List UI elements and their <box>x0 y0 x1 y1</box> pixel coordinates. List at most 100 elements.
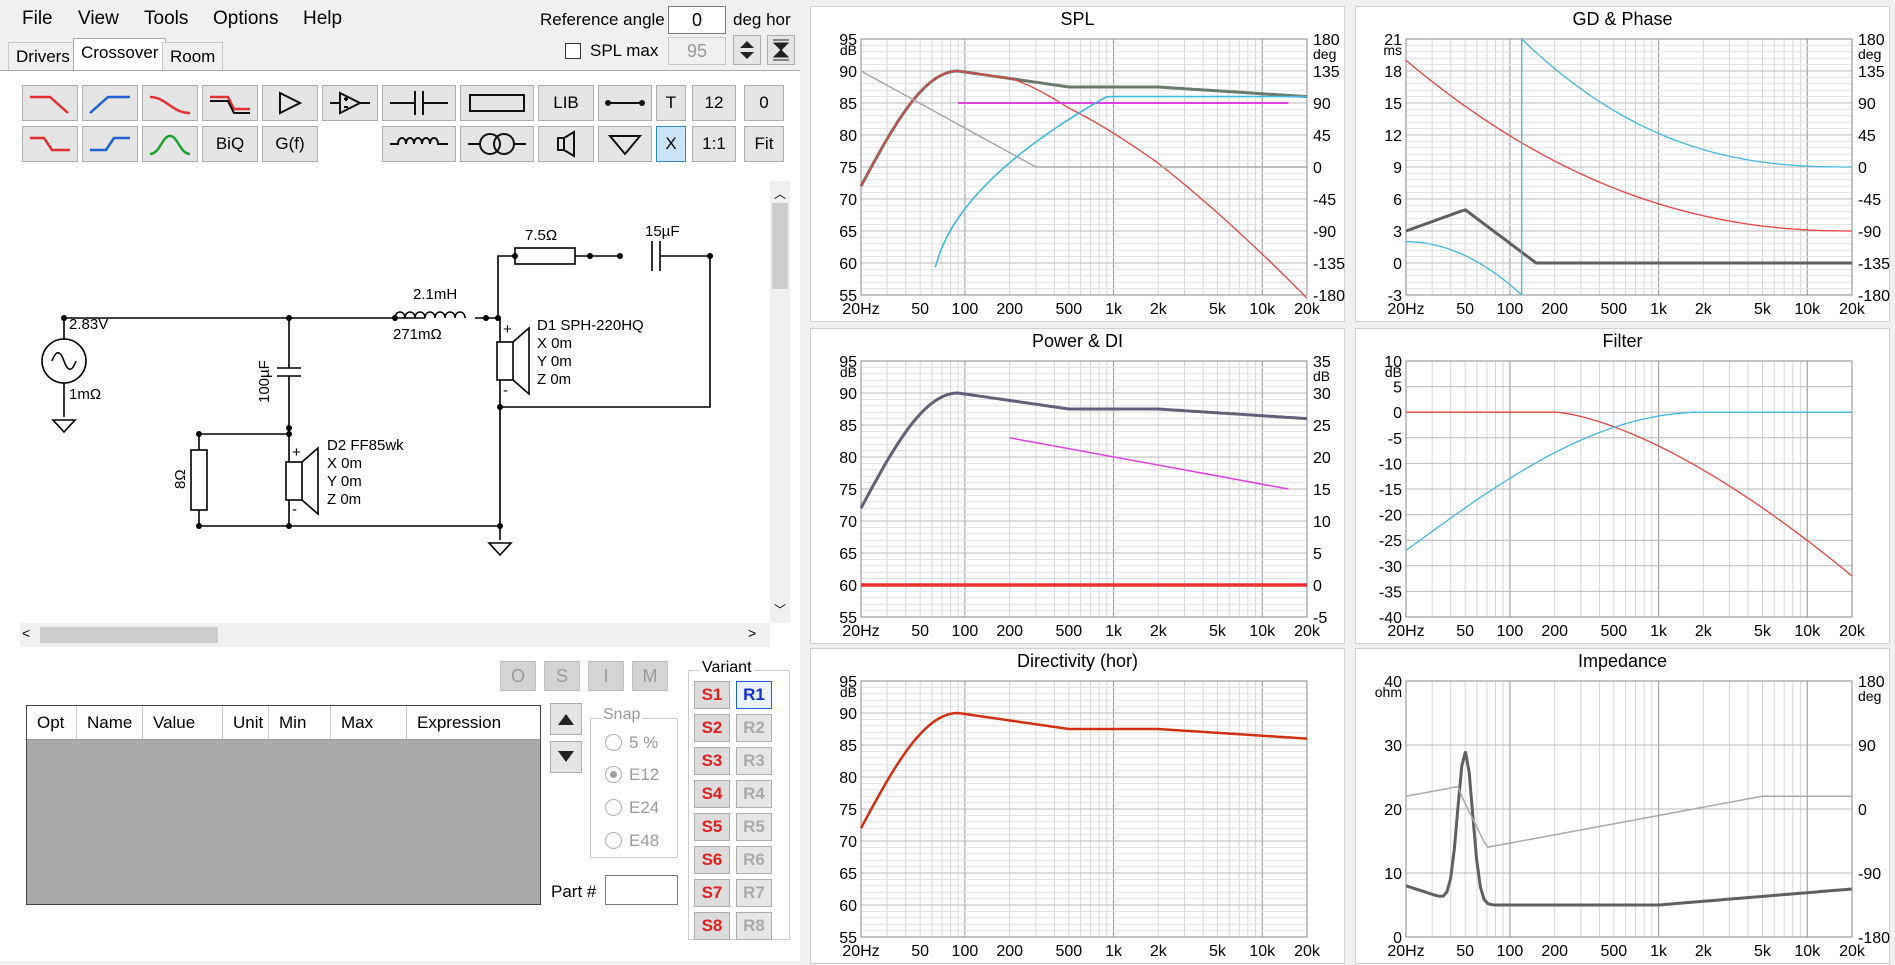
y2-tick-label: 15 <box>1313 482 1331 499</box>
tab-crossover[interactable]: Crossover <box>73 38 167 70</box>
tab-room[interactable]: Room <box>162 42 224 70</box>
col-max[interactable]: Max <box>331 706 407 739</box>
variant-r3-button[interactable]: R3 <box>736 747 772 775</box>
bandpass-green-button[interactable] <box>142 126 198 162</box>
graph-panel-gd[interactable]: GD & Phase 21 18 15 12 9 6 3 0 -3 ms 180 135 90 45 0 -45… <box>1355 6 1890 322</box>
scroll-down-icon[interactable]: ﹀ <box>774 603 787 617</box>
graph-panel-spl[interactable]: SPL 95 90 85 80 75 70 65 60 55 dB 180 135 90 45 0 -45 -90… <box>810 6 1345 322</box>
highpass-blue-2-button[interactable] <box>82 126 138 162</box>
lowpass-curve-red-button[interactable] <box>142 85 198 121</box>
ground-button[interactable] <box>598 126 652 162</box>
parameter-table[interactable]: Opt Name Value Unit Min Max Expression <box>26 705 541 905</box>
tab-drivers[interactable]: Drivers <box>8 42 78 70</box>
snap-e12-radio[interactable]: E12 <box>605 765 659 785</box>
col-name[interactable]: Name <box>77 706 143 739</box>
rotation-field[interactable]: 0 <box>744 85 784 121</box>
y2-tick-label: 135 <box>1858 64 1885 81</box>
graph-panel-power[interactable]: Power & DI 95 90 85 80 75 70 65 60 55 dB 35 30 25 20 15… <box>810 328 1345 644</box>
collapse-button[interactable] <box>767 35 795 65</box>
variant-r4-button[interactable]: R4 <box>736 780 772 808</box>
zoom-1-1-button[interactable]: 1:1 <box>692 126 736 162</box>
x-tick-label: 500 <box>1055 301 1082 318</box>
transformer-button[interactable] <box>460 126 534 162</box>
variant-s6-button[interactable]: S6 <box>694 846 730 874</box>
variant-s4-button[interactable]: S4 <box>694 780 730 808</box>
reference-angle-input[interactable]: 0 <box>668 6 726 34</box>
delete-button[interactable]: X <box>656 126 686 162</box>
col-expression[interactable]: Expression <box>417 713 502 732</box>
graph-panel-imp[interactable]: Impedance 40 30 20 10 0 ohm 180 90 0 -90 -180 deg 20H… <box>1355 648 1890 964</box>
x-tick-label: 1k <box>1650 623 1668 640</box>
col-value[interactable]: Value <box>143 706 223 739</box>
variant-r2-button[interactable]: R2 <box>736 714 772 742</box>
highpass-blue-button[interactable] <box>82 85 138 121</box>
move-up-button[interactable] <box>550 703 582 735</box>
menu-view[interactable]: View <box>78 8 119 29</box>
grid-size-field[interactable]: 12 <box>692 85 736 121</box>
schematic-vertical-scrollbar[interactable]: ︿ ﹀ <box>770 181 790 623</box>
variant-s8-button[interactable]: S8 <box>694 912 730 940</box>
graph-panel-dir[interactable]: Directivity (hor) 95 90 85 80 75 70 65 60 55 dB 20H… <box>810 648 1345 964</box>
variant-r7-button[interactable]: R7 <box>736 879 772 907</box>
lib-button[interactable]: LIB <box>538 85 594 121</box>
opt-s-button[interactable]: S <box>544 661 580 691</box>
spl-max-checkbox[interactable] <box>565 43 581 59</box>
col-min[interactable]: Min <box>269 706 331 739</box>
y-tick-label: 90 <box>839 706 857 723</box>
scroll-left-icon[interactable]: < <box>22 625 31 641</box>
x-tick-label: 200 <box>1541 943 1568 960</box>
menu-tools[interactable]: Tools <box>144 8 189 29</box>
y2-tick-label: 25 <box>1313 418 1331 435</box>
transfer-function-button[interactable]: G(f) <box>262 126 318 162</box>
text-button[interactable]: T <box>656 85 686 121</box>
menu-options[interactable]: Options <box>213 8 279 29</box>
snap-e24-radio[interactable]: E24 <box>605 798 659 818</box>
spl-max-input[interactable]: 95 <box>668 37 726 65</box>
shelf-button[interactable] <box>202 85 258 121</box>
lowpass-red-2-button[interactable] <box>22 126 78 162</box>
diff-amplifier-button[interactable] <box>322 85 378 121</box>
snap-5pct-radio[interactable]: 5 % <box>605 733 658 753</box>
variant-r8-button[interactable]: R8 <box>736 912 772 940</box>
lowpass-red-button[interactable] <box>22 85 78 121</box>
horizontal-scroll-thumb[interactable] <box>40 627 218 643</box>
resistor-button[interactable] <box>460 85 534 121</box>
capacitor-button[interactable] <box>382 85 456 121</box>
part-number-input[interactable] <box>605 875 678 905</box>
inductor-button[interactable] <box>382 126 456 162</box>
variant-s1-button[interactable]: S1 <box>694 681 730 709</box>
wire-button[interactable] <box>598 85 652 121</box>
col-opt[interactable]: Opt <box>27 706 77 739</box>
variant-r5-button[interactable]: R5 <box>736 813 772 841</box>
variant-s2-button[interactable]: S2 <box>694 714 730 742</box>
y2-tick-label: -180 <box>1858 930 1890 947</box>
opt-o-button[interactable]: O <box>500 661 536 691</box>
driver-button[interactable] <box>538 126 594 162</box>
graph-plot-power: 959085807570656055dB35302520151050-5dB20… <box>839 354 1331 640</box>
variant-s7-button[interactable]: S7 <box>694 879 730 907</box>
y-tick-label: -5 <box>1388 431 1402 448</box>
opt-m-button[interactable]: M <box>632 661 668 691</box>
schematic-canvas[interactable]: + - + - 2.83V 1mΩ 7.5Ω 15µF 2.1mH 271mΩ 10… <box>20 181 770 623</box>
tweeter-phase-curve-low <box>1406 241 1522 296</box>
scroll-up-icon[interactable]: ︿ <box>774 187 787 201</box>
svg-text:+: + <box>503 321 512 338</box>
amplifier-button[interactable] <box>262 85 318 121</box>
spl-max-updown-button[interactable] <box>733 35 761 65</box>
move-down-button[interactable] <box>550 741 582 773</box>
biquad-button[interactable]: BiQ <box>202 126 258 162</box>
vertical-scroll-thumb[interactable] <box>772 203 788 289</box>
menu-file[interactable]: File <box>22 8 53 29</box>
variant-s3-button[interactable]: S3 <box>694 747 730 775</box>
zoom-fit-button[interactable]: Fit <box>744 126 784 162</box>
variant-s5-button[interactable]: S5 <box>694 813 730 841</box>
graph-panel-filter[interactable]: Filter 10 5 0 -5 -10 -15 -20 -25 -30 -35 -40 dB 20Hz 5… <box>1355 328 1890 644</box>
scroll-right-icon[interactable]: > <box>748 625 757 641</box>
variant-r1-button[interactable]: R1 <box>736 681 772 709</box>
variant-r6-button[interactable]: R6 <box>736 846 772 874</box>
opt-i-button[interactable]: I <box>588 661 624 691</box>
schematic-horizontal-scrollbar[interactable]: < > <box>20 623 770 647</box>
menu-help[interactable]: Help <box>303 8 343 29</box>
col-unit[interactable]: Unit <box>223 706 269 739</box>
snap-e48-radio[interactable]: E48 <box>605 831 659 851</box>
